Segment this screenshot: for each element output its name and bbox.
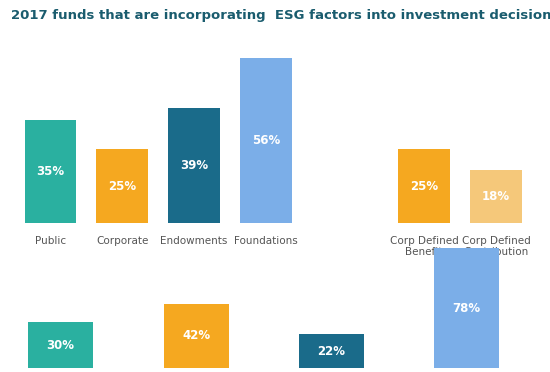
Text: 30%: 30% (47, 339, 75, 352)
FancyBboxPatch shape (25, 120, 76, 223)
Text: 25%: 25% (108, 180, 136, 193)
Text: 25%: 25% (410, 180, 438, 193)
FancyBboxPatch shape (398, 150, 450, 223)
Text: Foundations: Foundations (234, 235, 298, 246)
FancyBboxPatch shape (28, 322, 93, 368)
Text: 39%: 39% (180, 159, 208, 172)
Text: 22%: 22% (317, 345, 345, 358)
Text: 2017 funds that are incorporating  ESG factors into investment decisions: 2017 funds that are incorporating ESG fa… (11, 9, 550, 22)
Text: Corp Defined
Benefit: Corp Defined Benefit (390, 235, 459, 257)
FancyBboxPatch shape (163, 304, 228, 368)
FancyBboxPatch shape (434, 248, 499, 368)
Text: 18%: 18% (482, 190, 510, 203)
Text: 42%: 42% (182, 329, 210, 342)
FancyBboxPatch shape (299, 334, 364, 368)
FancyBboxPatch shape (470, 170, 522, 223)
Text: 35%: 35% (36, 165, 64, 178)
Text: Public: Public (35, 235, 66, 246)
FancyBboxPatch shape (240, 58, 292, 223)
Text: Corporate: Corporate (96, 235, 148, 246)
Text: Corp Defined
Contribution: Corp Defined Contribution (461, 235, 530, 257)
Text: Endowments: Endowments (161, 235, 228, 246)
Text: 56%: 56% (252, 134, 280, 147)
Text: 78%: 78% (453, 302, 481, 315)
FancyBboxPatch shape (168, 108, 220, 223)
FancyBboxPatch shape (96, 150, 148, 223)
